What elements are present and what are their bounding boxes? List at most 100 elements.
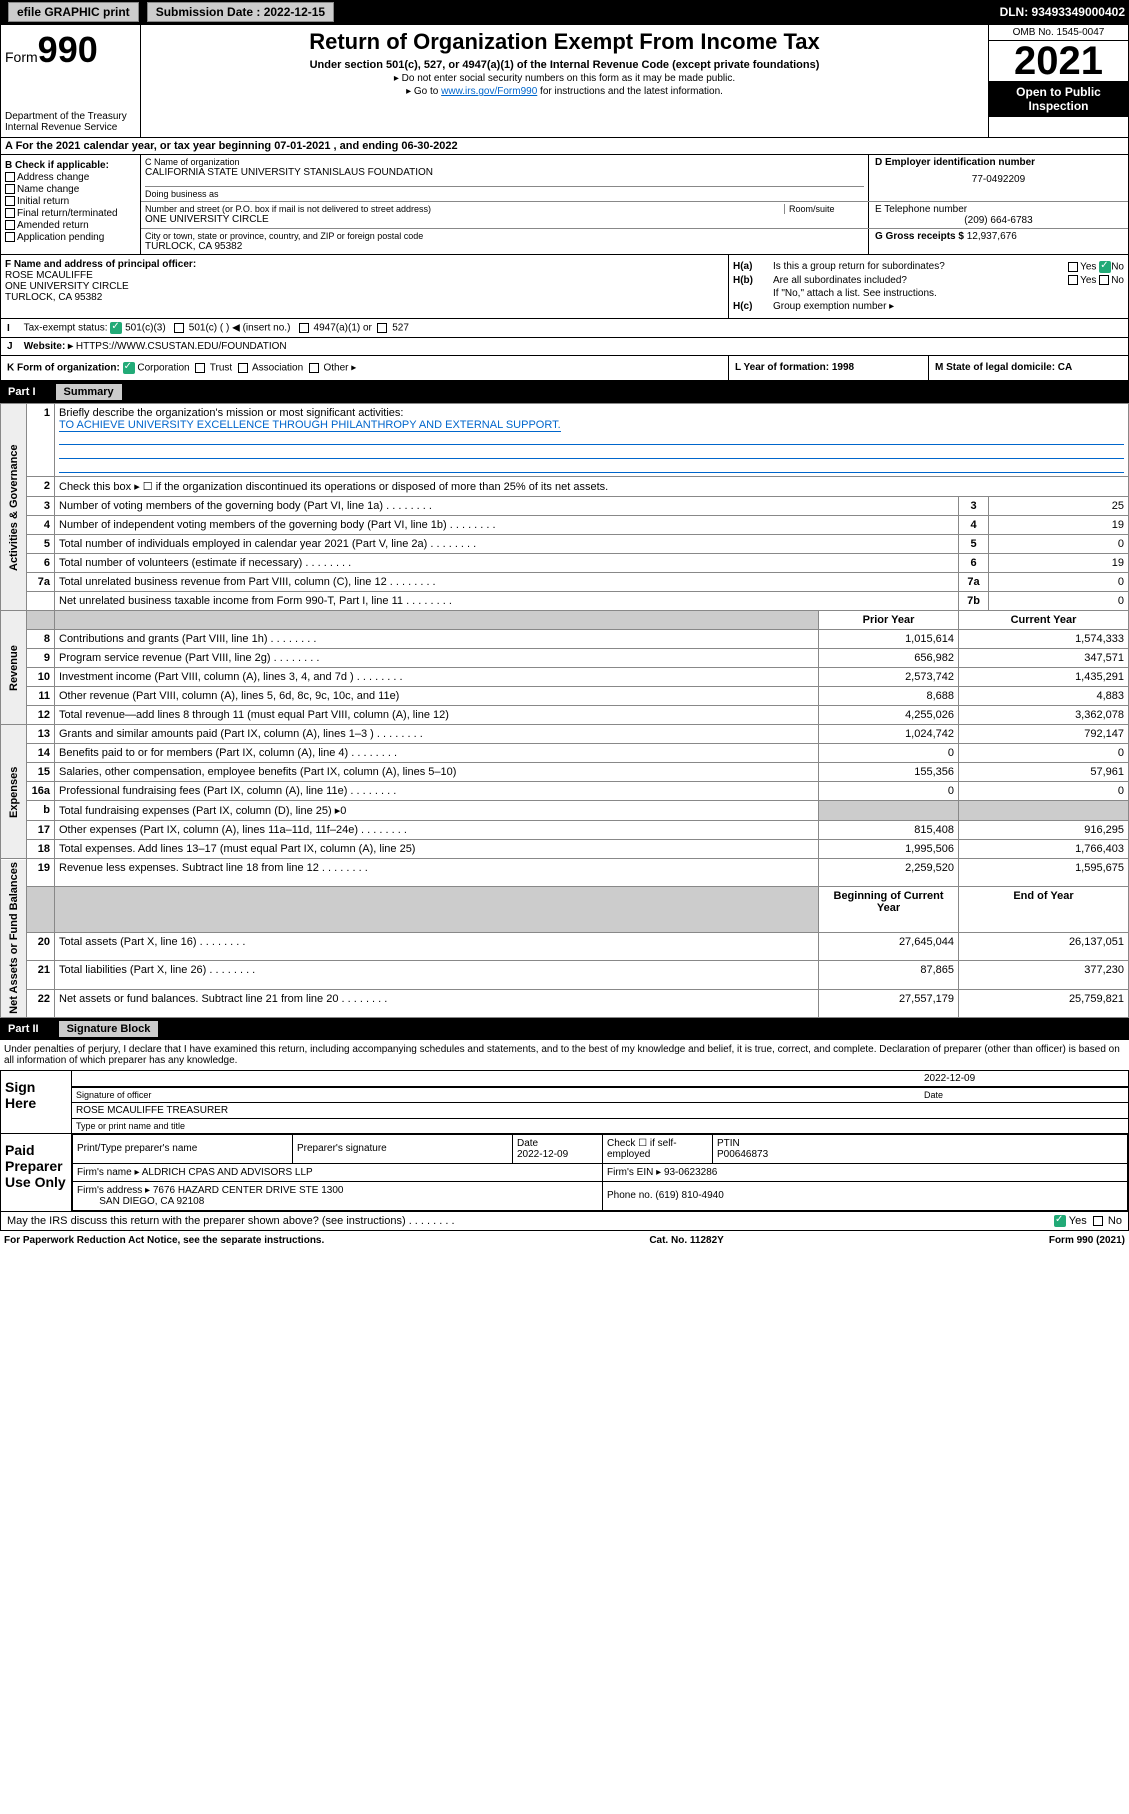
col-h: H(a)Is this a group return for subordina…: [728, 255, 1128, 318]
chk-4947[interactable]: [299, 323, 309, 333]
block-f-h: F Name and address of principal officer:…: [0, 255, 1129, 319]
note2-post: for instructions and the latest informat…: [537, 86, 723, 97]
chk-amended[interactable]: Amended return: [5, 220, 136, 231]
chk-name[interactable]: Name change: [5, 184, 136, 195]
top-bar: efile GRAPHIC print Submission Date : 20…: [0, 0, 1129, 24]
ein-label: D Employer identification number: [875, 157, 1122, 168]
sig-intro: Under penalties of perjury, I declare th…: [0, 1040, 1129, 1070]
preparer-table: Print/Type preparer's name Preparer's si…: [72, 1134, 1128, 1211]
dln: DLN: 93493349000402: [1000, 5, 1125, 19]
l9-curr: 347,571: [959, 649, 1129, 668]
gross-label: G Gross receipts $: [875, 231, 964, 242]
addr-cell: Number and street (or P.O. box if mail i…: [141, 202, 868, 228]
may-discuss-row: May the IRS discuss this return with the…: [0, 1212, 1129, 1231]
part1-num: Part I: [8, 386, 36, 398]
side-expenses: Expenses: [1, 725, 27, 859]
room-label: Room/suite: [784, 204, 864, 214]
line20: Total assets (Part X, line 16): [55, 933, 819, 961]
hb-text: Are all subordinates included?: [773, 275, 1004, 286]
col-c-d: C Name of organization CALIFORNIA STATE …: [141, 155, 1128, 254]
part1-title: Summary: [56, 384, 122, 400]
ptin-value: P00646873: [717, 1149, 768, 1160]
sig-date-label: Date: [924, 1090, 1124, 1100]
opt-4947: 4947(a)(1) or: [314, 323, 372, 334]
tel-value: (209) 664-6783: [875, 215, 1122, 226]
sign-here-block: Sign Here 2022-12-09 Signature of office…: [0, 1070, 1129, 1134]
begin-year-hdr: Beginning of Current Year: [819, 887, 959, 933]
k-cell: K Form of organization: Corporation Trus…: [1, 356, 728, 380]
line6: Total number of volunteers (estimate if …: [55, 554, 959, 573]
addr-label: Number and street (or P.O. box if mail i…: [145, 204, 784, 214]
l15-curr: 57,961: [959, 763, 1129, 782]
hc-text: Group exemption number ▸: [773, 301, 1124, 312]
l8-prior: 1,015,614: [819, 630, 959, 649]
officer-addr2: TURLOCK, CA 95382: [5, 292, 724, 303]
prep-self-emp[interactable]: Check ☐ if self-employed: [603, 1134, 713, 1163]
chk-pending[interactable]: Application pending: [5, 232, 136, 243]
chk-assoc[interactable]: [238, 363, 248, 373]
sign-here-label: Sign Here: [1, 1071, 71, 1133]
chk-corp[interactable]: [123, 362, 135, 374]
col-b-checkboxes: B Check if applicable: Address change Na…: [1, 155, 141, 254]
street-address: ONE UNIVERSITY CIRCLE: [145, 214, 864, 225]
city-value: TURLOCK, CA 95382: [145, 241, 864, 252]
l16a-curr: 0: [959, 782, 1129, 801]
part2-title: Signature Block: [59, 1021, 159, 1037]
ein-cell: D Employer identification number 77-0492…: [868, 155, 1128, 201]
chk-527[interactable]: [377, 323, 387, 333]
ein-value: 77-0492209: [875, 174, 1122, 185]
i-text: Tax-exempt status:: [24, 323, 108, 334]
title-box: Return of Organization Exempt From Incom…: [141, 25, 988, 137]
l7b-val: 0: [989, 592, 1129, 611]
irs-link[interactable]: www.irs.gov/Form990: [441, 86, 537, 97]
l7a-num: 7a: [959, 573, 989, 592]
l22-prior: 27,557,179: [819, 989, 959, 1017]
org-name-cell: C Name of organization CALIFORNIA STATE …: [141, 155, 868, 201]
opt-other: Other ▸: [323, 363, 356, 374]
chk-address[interactable]: Address change: [5, 172, 136, 183]
side-governance: Activities & Governance: [1, 404, 27, 611]
chk-501c3[interactable]: [110, 322, 122, 334]
submission-date: Submission Date : 2022-12-15: [147, 2, 334, 22]
firm-phone-label: Phone no.: [607, 1190, 653, 1201]
prep-date: 2022-12-09: [517, 1149, 568, 1160]
gross-cell: G Gross receipts $ 12,937,676: [868, 229, 1128, 254]
block-b-through-g: B Check if applicable: Address change Na…: [0, 155, 1129, 255]
paid-preparer-label: Paid Preparer Use Only: [1, 1134, 71, 1211]
l-cell: L Year of formation: 1998: [728, 356, 928, 380]
hb-options[interactable]: Yes No: [1004, 275, 1124, 286]
part2-num: Part II: [8, 1023, 39, 1035]
may-discuss-opts[interactable]: Yes No: [1054, 1215, 1122, 1227]
l20-prior: 27,645,044: [819, 933, 959, 961]
l7a-val: 0: [989, 573, 1129, 592]
chk-initial[interactable]: Initial return: [5, 196, 136, 207]
side-netassets: Net Assets or Fund Balances: [1, 859, 27, 1018]
year-box: OMB No. 1545-0047 2021 Open to Public In…: [988, 25, 1128, 137]
website-value: HTTPS://WWW.CSUSTAN.EDU/FOUNDATION: [76, 341, 287, 352]
end-year-hdr: End of Year: [959, 887, 1129, 933]
paid-preparer-block: Paid Preparer Use Only Print/Type prepar…: [0, 1134, 1129, 1212]
line1: Briefly describe the organization's miss…: [55, 404, 1129, 477]
l22-curr: 25,759,821: [959, 989, 1129, 1017]
efile-btn[interactable]: efile GRAPHIC print: [8, 2, 139, 22]
form-note2: ▸ Go to www.irs.gov/Form990 for instruct…: [145, 86, 984, 97]
line13: Grants and similar amounts paid (Part IX…: [55, 725, 819, 744]
l12-prior: 4,255,026: [819, 706, 959, 725]
part2-header: Part II Signature Block: [0, 1018, 1129, 1040]
website-label: Website: ▸: [24, 341, 73, 352]
row-j: J Website: ▸ HTTPS://WWW.CSUSTAN.EDU/FOU…: [0, 338, 1129, 356]
officer-addr1: ONE UNIVERSITY CIRCLE: [5, 281, 724, 292]
chk-final[interactable]: Final return/terminated: [5, 208, 136, 219]
chk-501c[interactable]: [174, 323, 184, 333]
line19: Revenue less expenses. Subtract line 18 …: [55, 859, 819, 887]
l13-curr: 792,147: [959, 725, 1129, 744]
l15-prior: 155,356: [819, 763, 959, 782]
chk-other[interactable]: [309, 363, 319, 373]
ha-options[interactable]: Yes No: [1004, 261, 1124, 273]
chk-trust[interactable]: [195, 363, 205, 373]
form-number: 990: [38, 29, 98, 70]
j-label: J: [7, 341, 21, 352]
l18-curr: 1,766,403: [959, 840, 1129, 859]
l17-curr: 916,295: [959, 821, 1129, 840]
ha-label: H(a): [733, 261, 773, 273]
